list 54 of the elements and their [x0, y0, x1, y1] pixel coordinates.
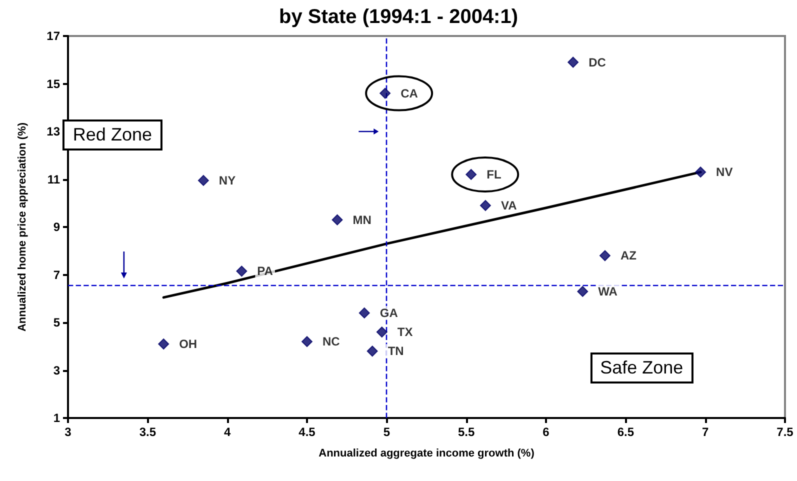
x-tick-label: 7 — [702, 425, 709, 439]
y-tick-label: 1 — [53, 411, 60, 425]
data-label: PA — [257, 264, 274, 278]
y-tick-label: 17 — [46, 29, 60, 43]
data-label: WA — [598, 284, 618, 298]
y-tick-label: 15 — [46, 76, 60, 91]
x-tick-label: 4.5 — [298, 425, 316, 439]
y-tick-label: 9 — [53, 220, 60, 234]
x-tick-label: 5.5 — [458, 425, 475, 439]
point — [366, 346, 378, 357]
data-label: MN — [352, 212, 372, 227]
data-label: NV — [716, 165, 733, 180]
x-tick-label: 6.5 — [617, 425, 634, 439]
data-label: TX — [397, 325, 413, 340]
annotation: Safe Zone — [590, 352, 694, 384]
chart-title: by State (1994:1 - 2004:1) — [278, 6, 518, 28]
x-tick-label: 3 — [64, 425, 72, 439]
point — [198, 174, 209, 186]
y-tick-label: 7 — [53, 268, 60, 282]
y-tick-label: 11 — [47, 172, 60, 186]
data-label: VA — [500, 198, 518, 213]
x-tick-label: 7.5 — [776, 425, 794, 439]
data-label: DC — [588, 55, 606, 70]
point — [568, 56, 579, 68]
point — [577, 286, 588, 297]
point — [376, 326, 388, 338]
point — [358, 307, 370, 318]
annotation: Red Zone — [62, 120, 162, 151]
y-tick-label: 3 — [53, 363, 60, 378]
data-label: AZ — [620, 248, 636, 263]
point — [466, 168, 477, 180]
x-tick-label: 5 — [383, 425, 390, 439]
x-tick-label: 4 — [224, 425, 231, 439]
data-label: TN — [388, 344, 404, 358]
point — [380, 88, 391, 99]
x-tick-label: 6 — [542, 425, 550, 439]
data-label: GA — [380, 306, 398, 320]
point — [332, 214, 343, 226]
data-label: OH — [179, 336, 198, 351]
y-tick-label: 5 — [53, 316, 60, 330]
data-label: CA — [400, 86, 418, 100]
point — [480, 200, 491, 212]
data-label: FL — [486, 167, 502, 182]
y-axis-title: Annualized home price appreciation (%) — [16, 122, 28, 332]
data-label: NY — [218, 173, 236, 188]
data-label: NC — [322, 334, 340, 349]
point — [236, 266, 248, 277]
x-axis-title: Annualized aggregate income growth (%) — [318, 448, 535, 460]
point — [695, 166, 706, 178]
x-tick-label: 3.5 — [139, 425, 156, 439]
y-tick-label: 13 — [46, 124, 60, 138]
point — [158, 338, 170, 350]
point — [599, 250, 610, 262]
point — [302, 336, 312, 348]
